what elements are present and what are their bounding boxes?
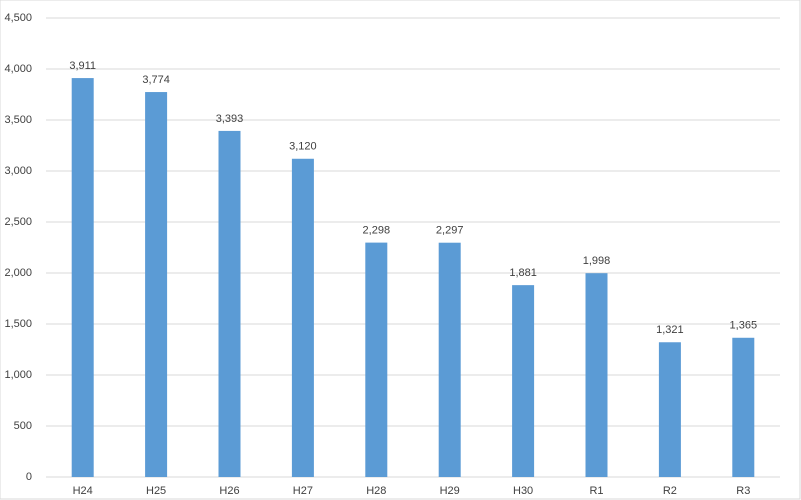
y-tick-label: 2,500 (4, 216, 32, 228)
x-tick-label: H29 (440, 485, 460, 497)
y-tick-label: 1,500 (4, 318, 32, 330)
value-label: 3,120 (289, 141, 317, 153)
bar (145, 92, 168, 477)
value-label: 1,998 (583, 255, 611, 267)
x-tick-label: H26 (219, 485, 239, 497)
x-tick-label: R2 (663, 485, 677, 497)
y-tick-label: 3,500 (4, 114, 32, 126)
y-tick-label: 2,000 (4, 267, 32, 279)
x-tick-label: R1 (589, 485, 603, 497)
value-label: 3,774 (142, 74, 170, 86)
x-tick-label: H25 (146, 485, 166, 497)
x-tick-label: H24 (73, 485, 93, 497)
bar (365, 242, 388, 477)
value-label: 2,298 (363, 225, 391, 237)
value-label: 1,365 (730, 320, 758, 332)
bar (218, 130, 241, 477)
y-tick-label: 1,000 (4, 369, 32, 381)
y-tick-label: 0 (26, 471, 32, 483)
x-tick-label: R3 (736, 485, 750, 497)
value-label: 1,881 (509, 267, 537, 279)
x-tick-label: H30 (513, 485, 533, 497)
value-label: 3,393 (216, 113, 244, 125)
bar (658, 342, 681, 477)
y-tick-label: 4,500 (4, 12, 32, 24)
y-tick-label: 4,000 (4, 63, 32, 75)
x-tick-label: H28 (366, 485, 386, 497)
value-label: 2,297 (436, 225, 464, 237)
y-tick-label: 3,000 (4, 165, 32, 177)
x-tick-label: H27 (293, 485, 313, 497)
bar (291, 158, 314, 477)
bar (71, 78, 94, 477)
value-label: 1,321 (656, 324, 684, 336)
bar (732, 337, 755, 477)
bar (438, 242, 461, 477)
value-label: 3,911 (69, 60, 96, 72)
bar (585, 273, 608, 477)
y-tick-label: 500 (14, 420, 32, 432)
bar (512, 285, 535, 477)
